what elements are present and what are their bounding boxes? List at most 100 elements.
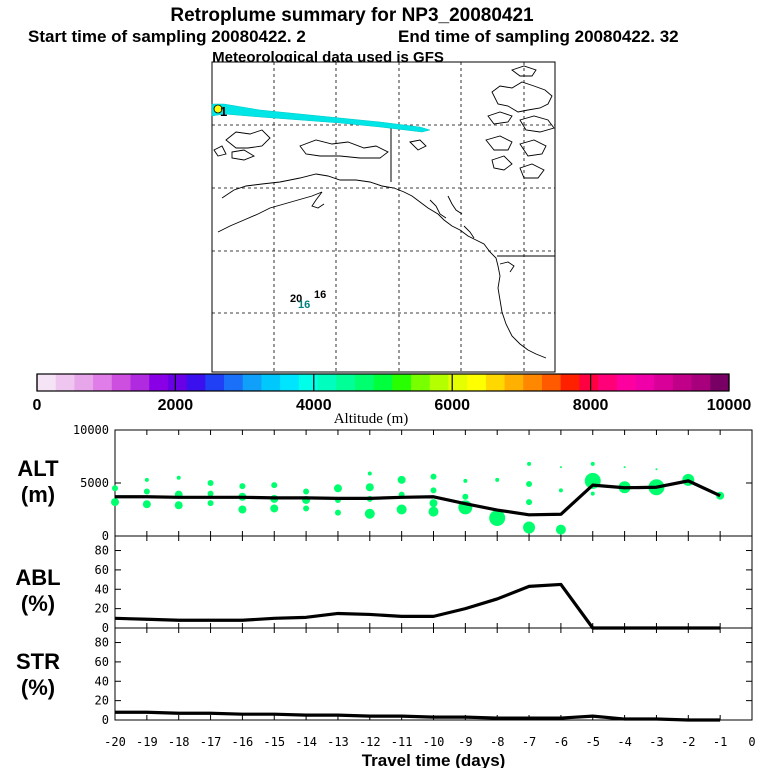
altitude-colorbar: 0 2000 4000 6000 8000 10000 [33, 373, 752, 414]
x-tick-label: -10 [423, 735, 445, 749]
colorbar-swatch [392, 374, 412, 391]
colorbar-swatch [523, 374, 543, 391]
x-tick-label: -19 [136, 735, 158, 749]
x-tick-label: -15 [263, 735, 285, 749]
series-line-abl [114, 582, 721, 630]
colorbar-swatch [411, 374, 431, 391]
colorbar-swatch [485, 374, 505, 391]
plume-dot [555, 524, 566, 535]
y-tick-label: 80 [95, 636, 109, 650]
x-tick-label: -18 [168, 735, 190, 749]
x-tick-label: -7 [522, 735, 536, 749]
y-tick-label: 40 [95, 582, 109, 596]
panel-ylabel: (%) [21, 591, 55, 616]
plume-dot [143, 488, 150, 495]
panel-title: ALT [17, 456, 59, 481]
colorbar-swatch [74, 374, 94, 391]
y-tick-label: 20 [95, 694, 109, 708]
plume-dot [429, 499, 438, 508]
plume-dot [463, 478, 468, 483]
y-tick-label: 60 [95, 563, 109, 577]
colorbar-swatch [654, 374, 674, 391]
panel-frame [114, 535, 753, 629]
colorbar-swatch [298, 374, 318, 391]
y-tick-label: 20 [95, 602, 109, 616]
series-line-alt [115, 479, 721, 517]
plume-dot [364, 508, 375, 519]
x-tick-label: -3 [649, 735, 663, 749]
colorbar-swatch [598, 374, 618, 391]
plume-dot [495, 477, 500, 482]
colorbar-swatch [242, 374, 262, 391]
colorbar-swatch [429, 374, 449, 391]
plume-dot [238, 505, 247, 514]
colorbar-swatch [504, 374, 524, 391]
plume-dot [239, 483, 246, 490]
colorbar-swatch [691, 374, 711, 391]
x-tick-label: -20 [104, 735, 126, 749]
colorbar-swatch [373, 374, 393, 391]
x-tick-label: -12 [359, 735, 381, 749]
plume-dot [303, 505, 310, 512]
x-tick-label: -2 [681, 735, 695, 749]
x-tick-label: -4 [617, 735, 631, 749]
colorbar-swatch [205, 374, 225, 391]
colorbar-swatch [224, 374, 244, 391]
retroplume-path [211, 103, 431, 133]
panel-title: ABL [15, 565, 60, 590]
end-time-label: End time of sampling 20080422. 32 [398, 27, 679, 46]
colorbar-tick-label: 2000 [158, 397, 194, 414]
plume-dot [428, 506, 439, 517]
panel-abl: ABL(%) 0 20 40 60 80 [15, 535, 753, 635]
y-tick-label: 5000 [80, 476, 109, 490]
plume-dot [367, 471, 372, 476]
colorbar-swatch [186, 374, 206, 391]
x-tick-label: -1 [713, 735, 727, 749]
x-tick-label: -17 [200, 735, 222, 749]
colorbar-swatch [93, 374, 113, 391]
colorbar-swatch [317, 374, 337, 391]
plume-dot [430, 473, 437, 480]
y-tick-label: 40 [95, 674, 109, 688]
x-axis-label: Travel time (days) [362, 751, 506, 768]
plume-dot [334, 509, 341, 516]
map-frame [211, 61, 556, 373]
x-tick-label: 0 [748, 735, 755, 749]
colorbar-tick-label: 10000 [707, 397, 752, 414]
plume-dot [527, 461, 532, 466]
plume-dot [397, 475, 406, 484]
plume-dot [655, 468, 658, 471]
colorbar-swatch [130, 374, 150, 391]
plume-dot [270, 504, 279, 513]
colorbar-tick-label: 8000 [573, 397, 609, 414]
y-tick-label: 0 [102, 529, 109, 543]
x-tick-label: -6 [554, 735, 568, 749]
plume-dot [176, 475, 181, 480]
x-tick-label: -8 [490, 735, 504, 749]
colorbar-swatch [37, 374, 57, 391]
trajectory-map: 1 20 16 16 [211, 61, 556, 373]
colorbar-axis-label: Altitude (m) [334, 411, 409, 427]
colorbar-tick-label: 0 [33, 397, 42, 414]
y-tick-label: 10000 [73, 423, 109, 437]
plume-dot [462, 493, 469, 500]
panel-ylabel: (%) [21, 675, 55, 700]
plume-dot [489, 509, 506, 526]
plume-dot [333, 484, 342, 493]
colorbar-tick-label: 4000 [296, 397, 332, 414]
plume-dot [271, 482, 278, 489]
y-tick-label: 80 [95, 544, 109, 558]
source-marker-label: 1 [220, 104, 227, 119]
colorbar-swatch [672, 374, 692, 391]
colorbar-swatch [55, 374, 75, 391]
source-location-marker [213, 104, 223, 114]
plume-dot [112, 485, 118, 492]
colorbar-swatch [111, 374, 131, 391]
map-label-day-16-b: 16 [314, 289, 326, 301]
plume-dot [365, 483, 374, 492]
map-label-day-20: 20 [290, 293, 302, 305]
colorbar-swatch [579, 374, 599, 391]
plume-dot [207, 490, 214, 497]
